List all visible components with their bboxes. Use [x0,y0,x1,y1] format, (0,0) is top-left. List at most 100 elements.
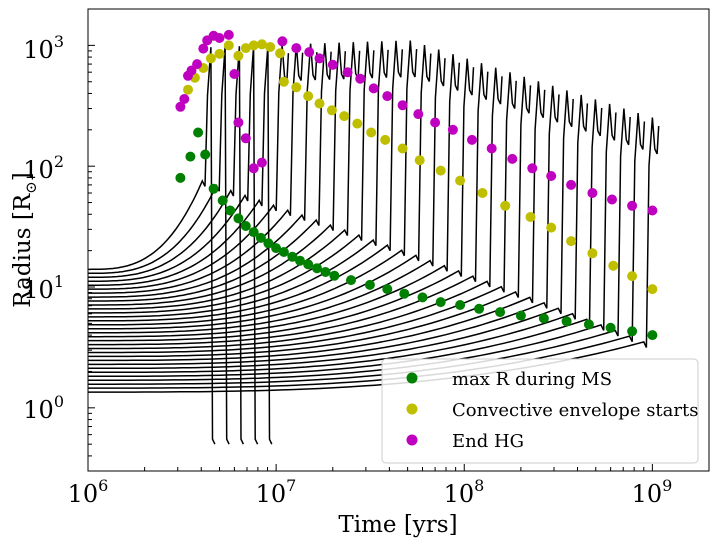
data-point-end-hg [486,143,497,154]
stellar-track [88,43,332,302]
data-point-ms [538,313,549,324]
data-point-convective [525,212,536,222]
stellar-track [88,40,418,326]
data-point-end-hg [430,117,441,128]
data-point-end-hg [291,43,302,54]
stellar-track [88,47,216,445]
data-point-end-hg [447,124,458,135]
data-point-convective [314,98,325,109]
data-point-ms [647,330,658,341]
y-tick-label-1e2: 102 [23,152,64,184]
x-axis-label: Time [yrs] [338,512,457,538]
legend-label-convective: Convective envelope starts [452,400,698,421]
data-point-ms [346,275,356,286]
data-point-convective [380,134,391,145]
data-point-end-hg [240,133,251,144]
data-point-ms [474,303,485,314]
data-point-ms [495,307,506,318]
data-point-convective [587,248,598,259]
data-point-ms [233,213,244,224]
data-point-end-hg [467,134,477,145]
data-point-ms [193,127,204,138]
data-point-ms [248,227,259,238]
data-point-end-hg [314,53,325,64]
stellar-track [88,67,503,350]
data-point-end-hg [397,100,408,111]
legend-box [381,358,699,464]
data-point-convective [278,76,289,87]
legend-item-ms: max R during MS [406,369,612,390]
data-point-end-hg [382,91,393,102]
data-point-convective [240,43,251,54]
stellar-track [88,41,375,314]
legend: max R during MS Convective envelope star… [381,358,699,464]
data-point-end-hg [175,101,186,112]
stellar-track [88,85,560,366]
data-point-ms [240,221,251,231]
data-point-end-hg [256,157,267,168]
series-ms [175,127,658,341]
data-point-ms [271,243,282,254]
data-point-end-hg [368,83,379,94]
data-point-end-hg [304,47,315,58]
data-point-end-hg [413,109,424,120]
legend-marker-ms [406,372,418,384]
data-point-convective [352,118,363,129]
data-point-ms [225,205,236,216]
data-point-end-hg [527,163,538,174]
data-point-end-hg [277,36,288,47]
data-point-end-hg [179,94,190,104]
data-point-ms [185,151,196,162]
data-point-convective [566,236,577,247]
data-point-ms [399,288,410,299]
data-point-end-hg [342,67,353,78]
x-tick-label-1e9: 109 [632,476,673,508]
stellar-track [88,99,603,377]
data-point-convective [291,82,302,93]
data-point-ms [329,270,340,281]
data-point-ms [175,172,186,183]
stellar-track [88,42,361,310]
data-point-end-hg [647,205,658,216]
data-point-end-hg [587,188,598,198]
legend-item-convective: Convective envelope starts [406,400,698,421]
data-point-ms [303,259,314,270]
data-point-ms [312,263,322,274]
data-point-ms [295,255,305,266]
data-point-ms [208,183,219,194]
data-point-ms [287,251,298,262]
data-point-end-hg [355,73,366,84]
data-point-end-hg [214,33,225,43]
data-point-ms [200,149,211,160]
data-point-convective [500,200,511,211]
stellar-track [88,103,617,381]
data-point-convective [265,42,276,52]
data-point-end-hg [198,43,209,54]
data-point-end-hg [607,194,617,205]
stellar-track [88,43,318,298]
data-point-ms [364,279,375,290]
data-point-end-hg [327,59,338,70]
data-point-convective [326,105,337,116]
data-point-convective [233,50,244,61]
data-point-end-hg [192,59,203,70]
stellar-track [88,72,517,354]
data-point-ms [515,310,526,321]
data-point-convective [214,48,225,59]
stellar-track [88,44,290,290]
x-tick-label-1e7: 107 [256,476,297,508]
data-point-ms [435,297,446,308]
x-tick-label-1e8: 108 [444,476,485,508]
data-point-convective [608,260,619,271]
data-point-convective [303,91,314,102]
stellar-track [88,94,589,374]
data-point-ms [255,232,266,243]
plot-frame [87,8,710,472]
data-point-convective [275,48,286,59]
data-point-end-hg [566,179,577,190]
y-tick-label-1e3: 103 [23,32,64,64]
legend-marker-convective [406,403,418,415]
data-point-ms [217,195,228,206]
data-point-convective [414,155,425,166]
